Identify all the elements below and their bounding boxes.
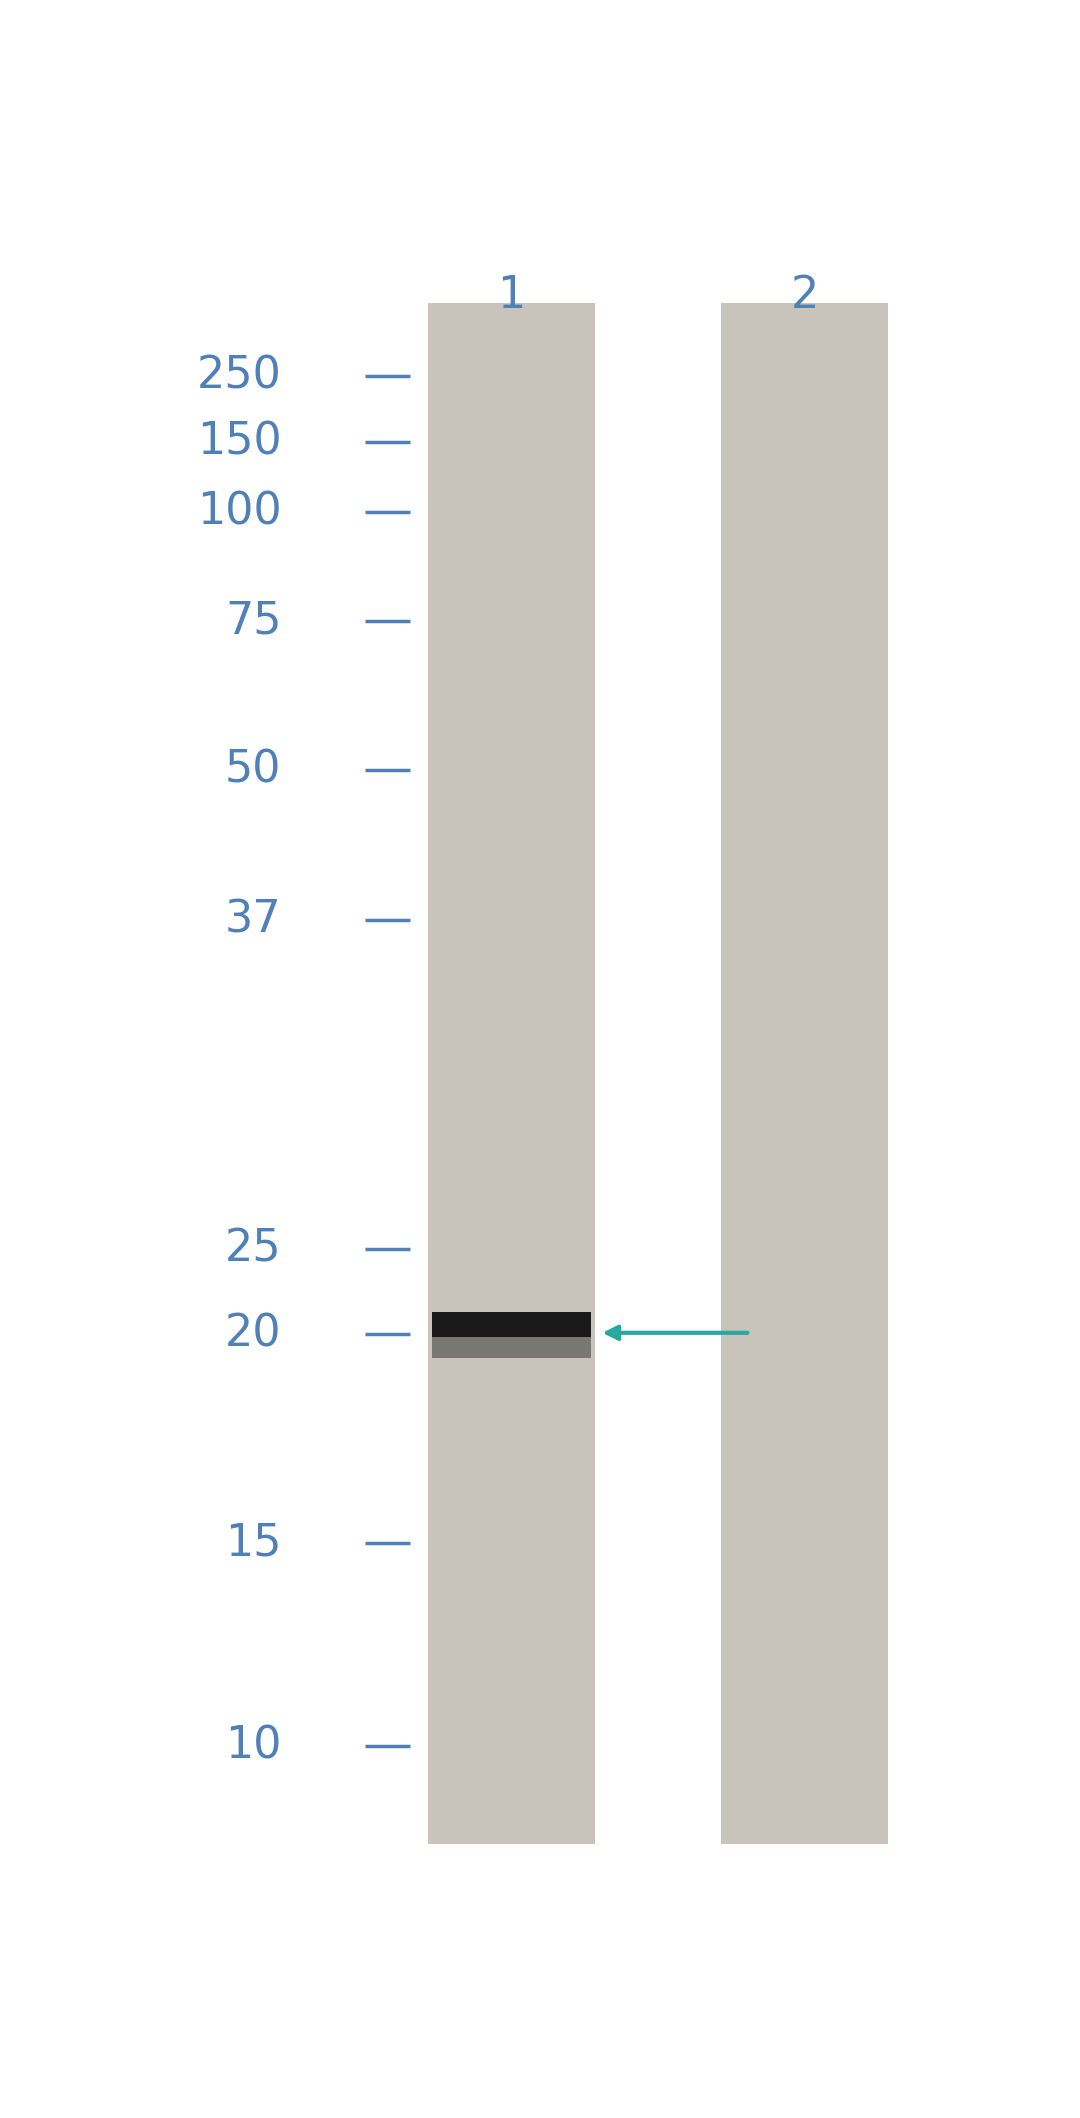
Text: 2: 2: [791, 273, 819, 318]
Text: 250: 250: [197, 356, 282, 398]
Text: 15: 15: [225, 1521, 282, 1563]
Bar: [432, 1336, 591, 1358]
Bar: [432, 1313, 591, 1336]
Text: 37: 37: [225, 898, 282, 940]
Bar: [721, 303, 889, 1845]
Text: 100: 100: [197, 491, 282, 534]
Text: 1: 1: [498, 273, 526, 318]
Text: 150: 150: [197, 419, 282, 464]
Text: 25: 25: [225, 1228, 282, 1271]
Text: 10: 10: [225, 1724, 282, 1769]
Bar: [428, 303, 595, 1845]
Text: 50: 50: [225, 748, 282, 790]
Text: 75: 75: [225, 599, 282, 642]
Text: 20: 20: [225, 1313, 282, 1356]
